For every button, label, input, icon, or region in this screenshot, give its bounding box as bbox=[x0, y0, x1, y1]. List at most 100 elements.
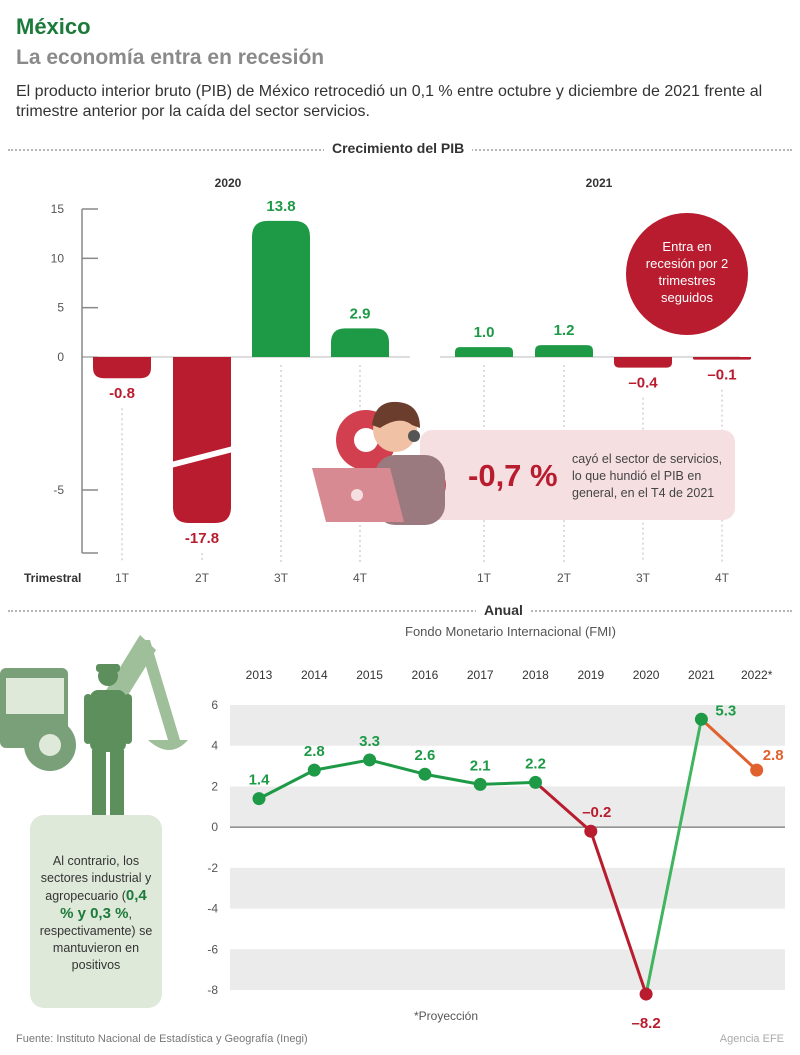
series-line bbox=[589, 830, 648, 995]
group-year-label: 2021 bbox=[586, 176, 613, 190]
series-line bbox=[369, 758, 426, 776]
y-tick-label: -6 bbox=[207, 942, 218, 956]
data-label: 2.8 bbox=[304, 743, 325, 760]
bar bbox=[252, 220, 310, 357]
source-text: Fuente: Instituto Nacional de Estadístic… bbox=[16, 1033, 308, 1045]
bar bbox=[693, 357, 751, 360]
data-point bbox=[694, 712, 708, 726]
data-point bbox=[363, 753, 377, 767]
series-line bbox=[424, 772, 481, 786]
grid-band bbox=[230, 949, 785, 990]
badge-line: recesión por 2 bbox=[645, 256, 729, 271]
x-tick-label: 2020 bbox=[633, 668, 660, 682]
category-label: 3T bbox=[636, 571, 651, 585]
bar bbox=[93, 357, 151, 379]
note-highlight: 0,4 % y 0,3 % bbox=[60, 887, 147, 922]
sectors-note: Al contrario, los sectores industrial y … bbox=[30, 815, 162, 1008]
data-label: 2.8 bbox=[763, 747, 784, 764]
y-tick-label: -2 bbox=[207, 861, 218, 875]
category-label: 2T bbox=[195, 571, 210, 585]
data-label: –0.1 bbox=[707, 367, 736, 384]
note-text: Al contrario, los sectores industrial y … bbox=[40, 854, 152, 903]
bar bbox=[173, 357, 231, 523]
recession-badge: Entra en recesión por 2 trimestres segui… bbox=[626, 213, 748, 335]
y-tick-label: 0 bbox=[211, 820, 218, 834]
bar bbox=[535, 345, 593, 357]
data-label: 5.3 bbox=[715, 702, 736, 719]
data-point bbox=[473, 777, 487, 791]
data-label: 1.4 bbox=[249, 772, 271, 789]
bar bbox=[455, 347, 513, 357]
series-line bbox=[314, 758, 370, 772]
data-label: –8.2 bbox=[631, 1015, 660, 1032]
data-point bbox=[307, 763, 321, 777]
data-label: -0.8 bbox=[109, 385, 135, 402]
y-tick-label: 6 bbox=[211, 698, 218, 712]
projection-footnote: *Proyección bbox=[414, 1009, 479, 1023]
annual-section-title: Anual bbox=[476, 602, 531, 618]
x-tick-label: 2022* bbox=[741, 668, 773, 682]
data-label: 1.2 bbox=[554, 322, 575, 339]
series-line bbox=[258, 768, 315, 800]
services-text: cayó el sector de servicios, lo que hund… bbox=[572, 452, 723, 500]
quarterly-section-title: Crecimiento del PIB bbox=[324, 140, 473, 156]
badge-line: Entra en bbox=[662, 239, 712, 254]
data-point bbox=[639, 987, 653, 1001]
data-label: 3.3 bbox=[359, 733, 380, 750]
x-tick-label: 2015 bbox=[356, 668, 383, 682]
y-tick-label: -4 bbox=[207, 902, 218, 916]
page-subtitle: La economía entra en recesión bbox=[16, 46, 325, 69]
y-tick-label: 0 bbox=[57, 350, 64, 364]
series-line bbox=[480, 780, 536, 786]
data-label: –0.2 bbox=[582, 804, 611, 821]
category-label: 3T bbox=[274, 571, 289, 585]
x-tick-label: 2018 bbox=[522, 668, 549, 682]
data-label: 2.9 bbox=[350, 305, 371, 322]
category-label: 2T bbox=[557, 571, 572, 585]
x-tick-label: 2013 bbox=[246, 668, 273, 682]
data-point bbox=[584, 824, 598, 838]
x-tick-label: 2021 bbox=[688, 668, 715, 682]
grid-band bbox=[230, 867, 785, 909]
category-label: 4T bbox=[715, 571, 730, 585]
note-text: , respectivamente) se mantuvieron en pos… bbox=[39, 907, 153, 972]
data-label: 2.6 bbox=[414, 747, 435, 764]
divider-middle bbox=[8, 610, 792, 612]
data-label: 13.8 bbox=[266, 198, 295, 215]
category-label: 4T bbox=[353, 571, 368, 585]
y-tick-label: 2 bbox=[211, 779, 218, 793]
category-label: 1T bbox=[477, 571, 492, 585]
x-tick-label: 2014 bbox=[301, 668, 328, 682]
group-year-label: 2020 bbox=[215, 176, 242, 190]
category-label: 1T bbox=[115, 571, 130, 585]
data-label: 1.0 bbox=[474, 324, 495, 341]
y-tick-label: 4 bbox=[211, 739, 218, 753]
data-label: 2.2 bbox=[525, 755, 546, 772]
bar bbox=[331, 328, 389, 357]
x-tick-label: 2017 bbox=[467, 668, 494, 682]
data-label: –0.4 bbox=[628, 375, 658, 392]
y-tick-label: -5 bbox=[53, 483, 64, 497]
series-line bbox=[644, 718, 703, 995]
grid-band bbox=[230, 705, 785, 746]
services-callout bbox=[420, 430, 735, 520]
badge-line: trimestres bbox=[658, 273, 716, 288]
data-point bbox=[252, 792, 266, 806]
services-percentage: -0,7 % bbox=[468, 458, 558, 493]
bar bbox=[614, 357, 672, 368]
page-title: México bbox=[16, 14, 91, 39]
y-tick-label: -8 bbox=[207, 983, 218, 997]
x-axis-label: Trimestral bbox=[24, 571, 81, 585]
quarterly-chart: 15 10 5 0 -5 2020 -0.8 1T -17.8 2T 13.8 3T 2.9 4T 2021… bbox=[24, 176, 751, 585]
y-tick-label: 5 bbox=[57, 301, 64, 315]
brand-text: Agencia EFE bbox=[719, 1033, 784, 1045]
series-line bbox=[534, 781, 592, 833]
y-tick-label: 15 bbox=[51, 202, 65, 216]
x-tick-label: 2016 bbox=[412, 668, 439, 682]
x-tick-label: 2019 bbox=[577, 668, 604, 682]
y-tick-label: 10 bbox=[51, 251, 65, 265]
intro-text: El producto interior bruto (PIB) de Méxi… bbox=[16, 83, 763, 120]
grid-band bbox=[230, 786, 785, 828]
series-line bbox=[700, 718, 758, 772]
